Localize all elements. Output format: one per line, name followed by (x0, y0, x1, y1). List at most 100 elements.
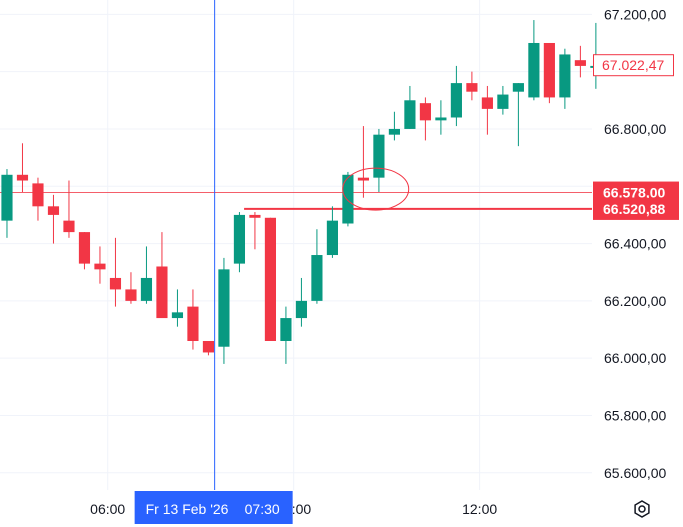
candle-body (342, 174, 354, 224)
candle-body (512, 83, 524, 92)
candle (171, 289, 184, 327)
candle-body (233, 214, 246, 264)
candle-body (373, 134, 385, 178)
candle (32, 177, 44, 221)
candle-body (94, 263, 106, 270)
candle (295, 277, 308, 327)
candle-body (280, 318, 292, 341)
candle (311, 229, 323, 304)
candle (280, 306, 292, 364)
candle-body (481, 97, 493, 109)
candle-body (326, 220, 338, 256)
candle (109, 237, 122, 307)
candle-body (357, 177, 369, 181)
candle (481, 85, 493, 135)
price-axis[interactable]: 67.200,00 66.800,00 66.400,00 66.200,00 66.0… (604, 6, 666, 480)
y-tick-label: 67.200,00 (604, 6, 666, 22)
candle (125, 272, 137, 304)
candle-body (140, 277, 153, 301)
candle (559, 48, 571, 109)
candle-body (32, 183, 44, 207)
candle (63, 180, 75, 238)
y-tick-label: 66.800,00 (604, 121, 666, 137)
candle-body (419, 103, 431, 121)
y-tick-label: 66.000,00 (604, 350, 666, 366)
candle (202, 340, 215, 356)
candle (528, 20, 540, 101)
y-tick-label: 66.200,00 (604, 293, 666, 309)
candle (326, 206, 338, 258)
price-lines (0, 192, 592, 210)
grid (0, 0, 592, 490)
candle (16, 143, 29, 192)
candle-body (388, 128, 400, 135)
candle-body (249, 214, 261, 218)
crosshair-time-label: 07:30 (245, 501, 280, 517)
candle-body (435, 117, 447, 121)
candle (373, 128, 385, 192)
candle-body (109, 277, 122, 290)
candle (233, 212, 246, 273)
candle (419, 97, 431, 141)
candle-body (466, 83, 478, 92)
price-label-text: 67.022,47 (602, 57, 664, 73)
candle (140, 246, 153, 304)
candle (497, 85, 509, 115)
crosshair-time-label-bg (134, 491, 293, 524)
y-tick-label: 65.600,00 (604, 465, 666, 481)
candle-body (1, 174, 13, 221)
candle (94, 246, 106, 284)
candle (249, 212, 261, 250)
x-tick-label: 06:00 (90, 501, 125, 517)
candle (435, 100, 447, 135)
candle-body (295, 300, 308, 319)
candle-body (202, 340, 215, 353)
candle (47, 194, 60, 244)
crosshair-date-label: Fr 13 Feb '26 (146, 501, 229, 517)
candle-body (311, 255, 323, 301)
candle (388, 111, 400, 141)
candle-body (497, 94, 509, 109)
candle (450, 65, 462, 127)
candle (466, 71, 478, 101)
candle (156, 232, 168, 319)
candle-body (450, 83, 462, 118)
candle-body (528, 42, 540, 98)
candle (543, 42, 555, 104)
price-label-text: 66.578,00 (603, 185, 665, 201)
candle (342, 171, 354, 227)
candle-body (16, 174, 29, 181)
candles (1, 20, 602, 364)
candle-body (63, 220, 75, 233)
candle (574, 45, 586, 78)
y-tick-label: 65.800,00 (604, 407, 666, 423)
candle-body (574, 60, 586, 66)
candle-body (125, 289, 137, 301)
candle-body (543, 42, 555, 98)
candle-body (404, 100, 416, 129)
x-tick-label: 12:00 (462, 501, 497, 517)
price-label-bg (593, 197, 679, 220)
candle (187, 289, 199, 350)
candle-body (264, 217, 277, 341)
candle (512, 83, 524, 147)
chart-settings-button[interactable] (634, 500, 650, 518)
annotation-ellipse (342, 167, 410, 211)
candle-body (187, 306, 199, 341)
candle-body (171, 312, 184, 319)
annotations (342, 167, 410, 211)
candle-body (218, 269, 230, 347)
candle (404, 85, 416, 129)
candle-body (47, 206, 60, 215)
candle (78, 232, 91, 270)
price-label-outline (593, 54, 674, 77)
hexagon-settings-icon (634, 500, 650, 518)
candle (264, 217, 277, 341)
candle (357, 126, 369, 198)
candle (1, 169, 13, 238)
candle-body (78, 232, 91, 264)
settings-icon-center (638, 505, 646, 513)
